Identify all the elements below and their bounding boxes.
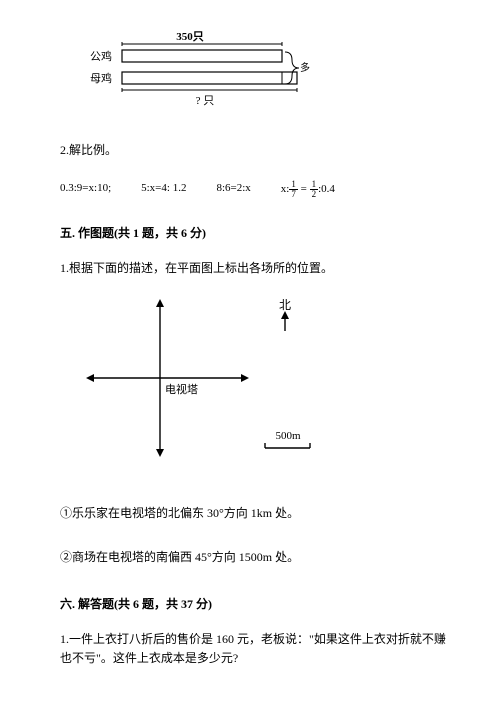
proportions-row: 0.3:9=x:10; 5:x=4: 1.2 8:6=2:x x:17 = 12… (60, 180, 450, 199)
label-gongji: 公鸡 (90, 49, 112, 63)
q6-1-text: 1.一件上衣打八折后的售价是 160 元，老板说："如果这件上衣对折就不赚也不亏… (60, 630, 450, 668)
north-label: 北 (279, 298, 291, 312)
section-5-heading: 五. 作图题(共 1 题，共 6 分) (60, 224, 450, 243)
map-sub1: ①乐乐家在电视塔的北偏东 30°方向 1km 处。 (60, 504, 450, 523)
label-question: ? 只 (196, 95, 215, 107)
scale-label: 500m (275, 430, 301, 442)
label-muji: 母鸡 (90, 71, 112, 85)
map-sub2: ②商场在电视塔的南偏西 45°方向 1500m 处。 (60, 548, 450, 567)
prop-1: 0.3:9=x:10; (60, 180, 111, 199)
label-350: 350只 (176, 30, 204, 43)
label-extra: 多10% (300, 61, 310, 74)
center-label: 电视塔 (165, 382, 198, 396)
q2-title: 2.解比例。 (60, 141, 450, 160)
chicken-diagram: 350只 公鸡 多10% 母鸡 ? 只 (70, 30, 450, 116)
prop-2: 5:x=4: 1.2 (141, 180, 186, 199)
map-diagram: 北 电视塔 500m (70, 293, 450, 479)
chicken-svg: 350只 公鸡 多10% 母鸡 ? 只 (70, 30, 310, 110)
map-svg: 北 电视塔 500m (70, 293, 330, 473)
prop-3: 8:6=2:x (216, 180, 250, 199)
section-6-heading: 六. 解答题(共 6 题，共 37 分) (60, 595, 450, 614)
prop-4: x:17 = 12:0.4 (281, 180, 335, 199)
map-q-prompt: 1.根据下面的描述，在平面图上标出各场所的位置。 (60, 259, 450, 278)
